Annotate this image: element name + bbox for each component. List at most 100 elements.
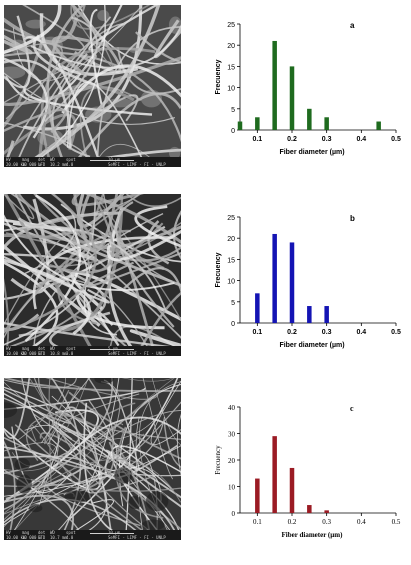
y-tick-label: 25 (227, 22, 235, 29)
fiber (4, 122, 87, 157)
fiber (57, 378, 120, 530)
sem-value-hv: 20.00 kV (6, 162, 26, 167)
fiber (21, 194, 140, 230)
sem-header-hv: HV (6, 346, 11, 351)
sem-header-wd: WD (50, 530, 55, 535)
y-tick-label: 0 (231, 128, 235, 135)
bright-blob (25, 19, 46, 29)
fiber (71, 194, 144, 207)
fiber (123, 267, 181, 295)
x-tick-label: 0.2 (287, 329, 297, 336)
bright-blob (107, 98, 134, 108)
fiber (176, 413, 181, 477)
y-tick-label: 25 (227, 215, 235, 222)
sem-scale-label: 5 µm (108, 346, 118, 351)
fiber (4, 467, 162, 526)
sem-header-wd: WD (50, 157, 55, 162)
fiber (89, 8, 103, 105)
y-tick-label: 30 (228, 431, 236, 439)
sem-value-spot: 3.0 (66, 351, 74, 356)
fiber (79, 86, 142, 157)
sem-scale-bar (90, 533, 134, 534)
pore (114, 467, 133, 484)
fiber (140, 291, 181, 346)
histogram-bar (255, 293, 260, 323)
fiber (11, 426, 72, 494)
sem-info-bar-c: HV mag det WD spot 10.00 kV 10 000 x ETD 10.7 mm… (4, 530, 181, 540)
histogram-bar (307, 306, 312, 323)
histogram-bar (307, 108, 312, 130)
fiber (4, 255, 110, 304)
fiber (4, 108, 67, 134)
fiber (4, 72, 176, 125)
sem-value-spot: 4.0 (66, 535, 74, 540)
sem-header-hv: HV (6, 157, 11, 162)
x-axis-label: Fiber diameter (µm) (279, 149, 344, 156)
pore (94, 378, 114, 384)
fiber (23, 88, 153, 116)
y-tick-label: 0 (232, 510, 236, 518)
y-tick-label: 20 (227, 236, 235, 243)
fiber (30, 424, 87, 502)
fiber (12, 5, 143, 82)
sem-header-mag: mag (22, 157, 30, 162)
y-tick-label: 10 (227, 279, 235, 286)
fiber (4, 57, 49, 139)
sem-value-mag: 10 000 x (22, 535, 42, 540)
x-tick-label: 0.2 (287, 136, 297, 143)
sem-header-hv: HV (6, 530, 11, 535)
fiber (4, 455, 86, 500)
fiber (39, 13, 139, 76)
histogram-c: 0 10 20 30 40 0.1 0.2 0.3 0.4 0.5 Fiber diameter (… (200, 395, 410, 540)
fiber (150, 380, 181, 445)
y-axis-label: Frecuency (215, 59, 222, 94)
histogram-b-svg: 0 5 10 15 20 25 0.1 0.2 0.3 0.4 0.5 Fiber diameter … (215, 214, 401, 349)
histogram-bar (237, 121, 243, 130)
bright-blob (97, 9, 110, 22)
y-tick-label: 5 (231, 300, 235, 307)
fiber (6, 140, 15, 157)
x-tick-label: 0.2 (288, 518, 297, 526)
fiber (4, 321, 171, 346)
y-tick-label: 5 (231, 107, 235, 114)
fiber (106, 229, 181, 262)
sem-value-mag: 20 000 x (22, 351, 42, 356)
bright-blob (37, 128, 64, 147)
sem-header-det: det (38, 157, 46, 162)
fiber (4, 472, 181, 492)
histogram-bar (324, 306, 329, 323)
pore (4, 402, 18, 418)
fiber (4, 498, 137, 530)
x-tick-label: 0.3 (322, 329, 332, 336)
fiber (97, 311, 120, 346)
x-tick-label: 0.1 (252, 329, 262, 336)
fiber (121, 378, 174, 382)
pore (16, 474, 32, 494)
sem-lab-label: SeMFI - LIMF - FI - UNLP (108, 535, 166, 540)
fiber (70, 416, 181, 454)
fiber-texture-a (4, 5, 181, 157)
fiber (4, 194, 97, 333)
histogram-bar (272, 233, 277, 323)
y-tick-label: 15 (227, 257, 235, 264)
histogram-b: 0 5 10 15 20 25 0.1 0.2 0.3 0.4 0.5 Fiber diameter … (200, 205, 410, 350)
fiber (4, 387, 146, 410)
fiber (4, 59, 72, 149)
fiber (36, 433, 144, 493)
fiber (13, 424, 59, 530)
sem-value-hv: 10.00 kV (6, 535, 26, 540)
fiber (142, 378, 174, 480)
x-tick-label: 0.5 (391, 329, 401, 336)
fiber (104, 148, 181, 157)
fiber (33, 378, 150, 530)
fiber (86, 194, 142, 233)
y-tick-label: 10 (228, 484, 236, 492)
fiber (14, 194, 128, 346)
sem-value-det: ETD (38, 535, 46, 540)
bright-blob (128, 45, 144, 54)
sem-value-wd: 10.2 mm (50, 162, 67, 167)
y-tick-label: 15 (227, 64, 235, 71)
bright-blob (85, 106, 112, 123)
panel-label: b (350, 214, 355, 223)
x-tick-label: 0.1 (253, 518, 262, 526)
